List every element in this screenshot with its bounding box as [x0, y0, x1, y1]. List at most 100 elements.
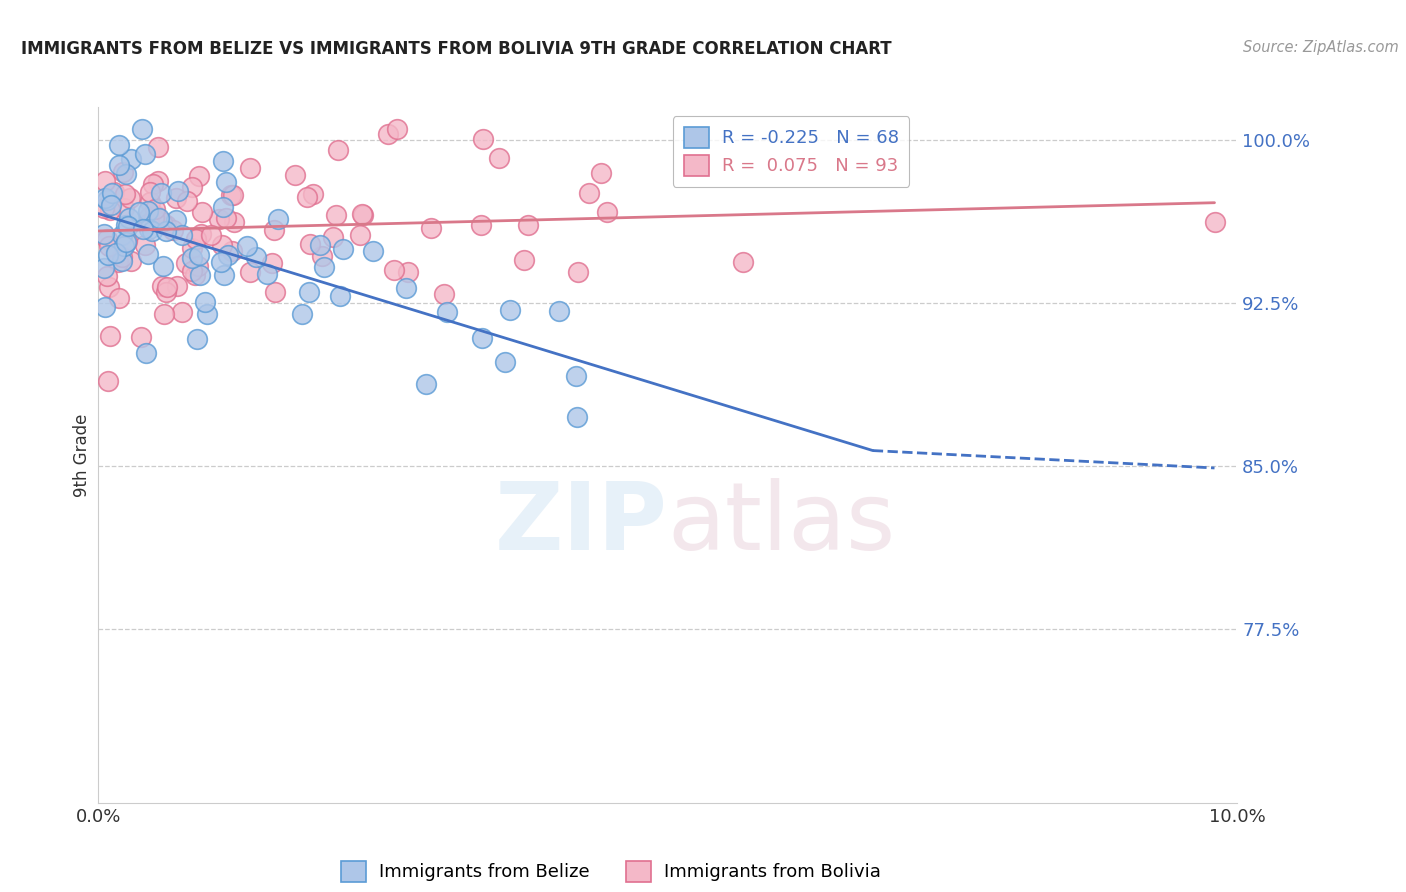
Point	[143, 202, 166, 217]
Point	[297, 190, 319, 204]
Point	[162, 222, 184, 236]
Point	[181, 241, 204, 255]
Point	[236, 239, 259, 253]
Point	[152, 259, 174, 273]
Point	[108, 158, 131, 172]
Point	[138, 222, 160, 236]
Point	[150, 215, 173, 229]
Point	[165, 191, 187, 205]
Point	[567, 410, 589, 425]
Text: ZIP: ZIP	[495, 478, 668, 571]
Point	[155, 224, 177, 238]
Point	[184, 268, 207, 282]
Point	[221, 244, 243, 258]
Point	[494, 355, 516, 369]
Point	[352, 208, 374, 222]
Point	[187, 260, 209, 274]
Point	[212, 268, 235, 282]
Point	[141, 224, 163, 238]
Point	[165, 213, 187, 227]
Point	[93, 227, 115, 241]
Point	[148, 211, 170, 225]
Point	[108, 138, 131, 153]
Point	[93, 300, 115, 314]
Point	[211, 237, 233, 252]
Text: Source: ZipAtlas.com: Source: ZipAtlas.com	[1243, 40, 1399, 55]
Point	[129, 330, 152, 344]
Point	[128, 205, 150, 219]
Point	[352, 207, 374, 221]
Point	[115, 219, 138, 233]
Point	[138, 211, 160, 225]
Point	[499, 303, 522, 318]
Point	[134, 238, 156, 252]
Point	[97, 239, 120, 253]
Point	[239, 161, 262, 176]
Point	[222, 188, 245, 202]
Point	[217, 248, 239, 262]
Point	[180, 180, 202, 194]
Point	[112, 165, 135, 179]
Point	[471, 331, 494, 345]
Point	[302, 186, 325, 201]
Point	[470, 218, 492, 232]
Point	[349, 227, 371, 242]
Point	[93, 261, 115, 276]
Point	[190, 227, 212, 241]
Point	[325, 208, 347, 222]
Point	[385, 122, 408, 136]
Point	[212, 154, 235, 169]
Point	[1204, 215, 1226, 229]
Point	[110, 253, 132, 268]
Point	[291, 307, 314, 321]
Point	[188, 169, 211, 184]
Point	[215, 175, 238, 189]
Point	[208, 212, 231, 227]
Point	[142, 177, 165, 191]
Point	[187, 248, 209, 262]
Point	[117, 219, 139, 234]
Point	[322, 230, 344, 244]
Point	[548, 303, 571, 318]
Point	[591, 166, 613, 180]
Point	[221, 187, 243, 202]
Point	[97, 248, 120, 262]
Point	[596, 205, 619, 219]
Point	[436, 304, 458, 318]
Point	[256, 267, 278, 281]
Point	[96, 232, 118, 246]
Point	[314, 260, 336, 274]
Point	[120, 152, 142, 166]
Point	[120, 253, 142, 268]
Point	[114, 187, 136, 202]
Point	[264, 285, 287, 299]
Point	[733, 254, 755, 268]
Point	[143, 208, 166, 222]
Point	[111, 250, 134, 264]
Point	[115, 234, 138, 248]
Point	[139, 194, 162, 209]
Point	[118, 211, 141, 226]
Point	[132, 222, 155, 236]
Point	[567, 265, 589, 279]
Point	[513, 253, 536, 268]
Point	[97, 280, 120, 294]
Point	[517, 218, 540, 232]
Point	[284, 168, 307, 182]
Point	[166, 185, 188, 199]
Point	[239, 265, 262, 279]
Point	[186, 332, 208, 346]
Point	[262, 256, 284, 270]
Point	[245, 250, 267, 264]
Point	[138, 216, 160, 230]
Point	[166, 279, 188, 293]
Point	[578, 186, 600, 200]
Point	[170, 227, 193, 242]
Point	[395, 281, 418, 295]
Point	[142, 211, 165, 225]
Point	[131, 121, 153, 136]
Point	[112, 201, 135, 215]
Point	[115, 167, 138, 181]
Point	[96, 268, 118, 283]
Point	[136, 204, 159, 219]
